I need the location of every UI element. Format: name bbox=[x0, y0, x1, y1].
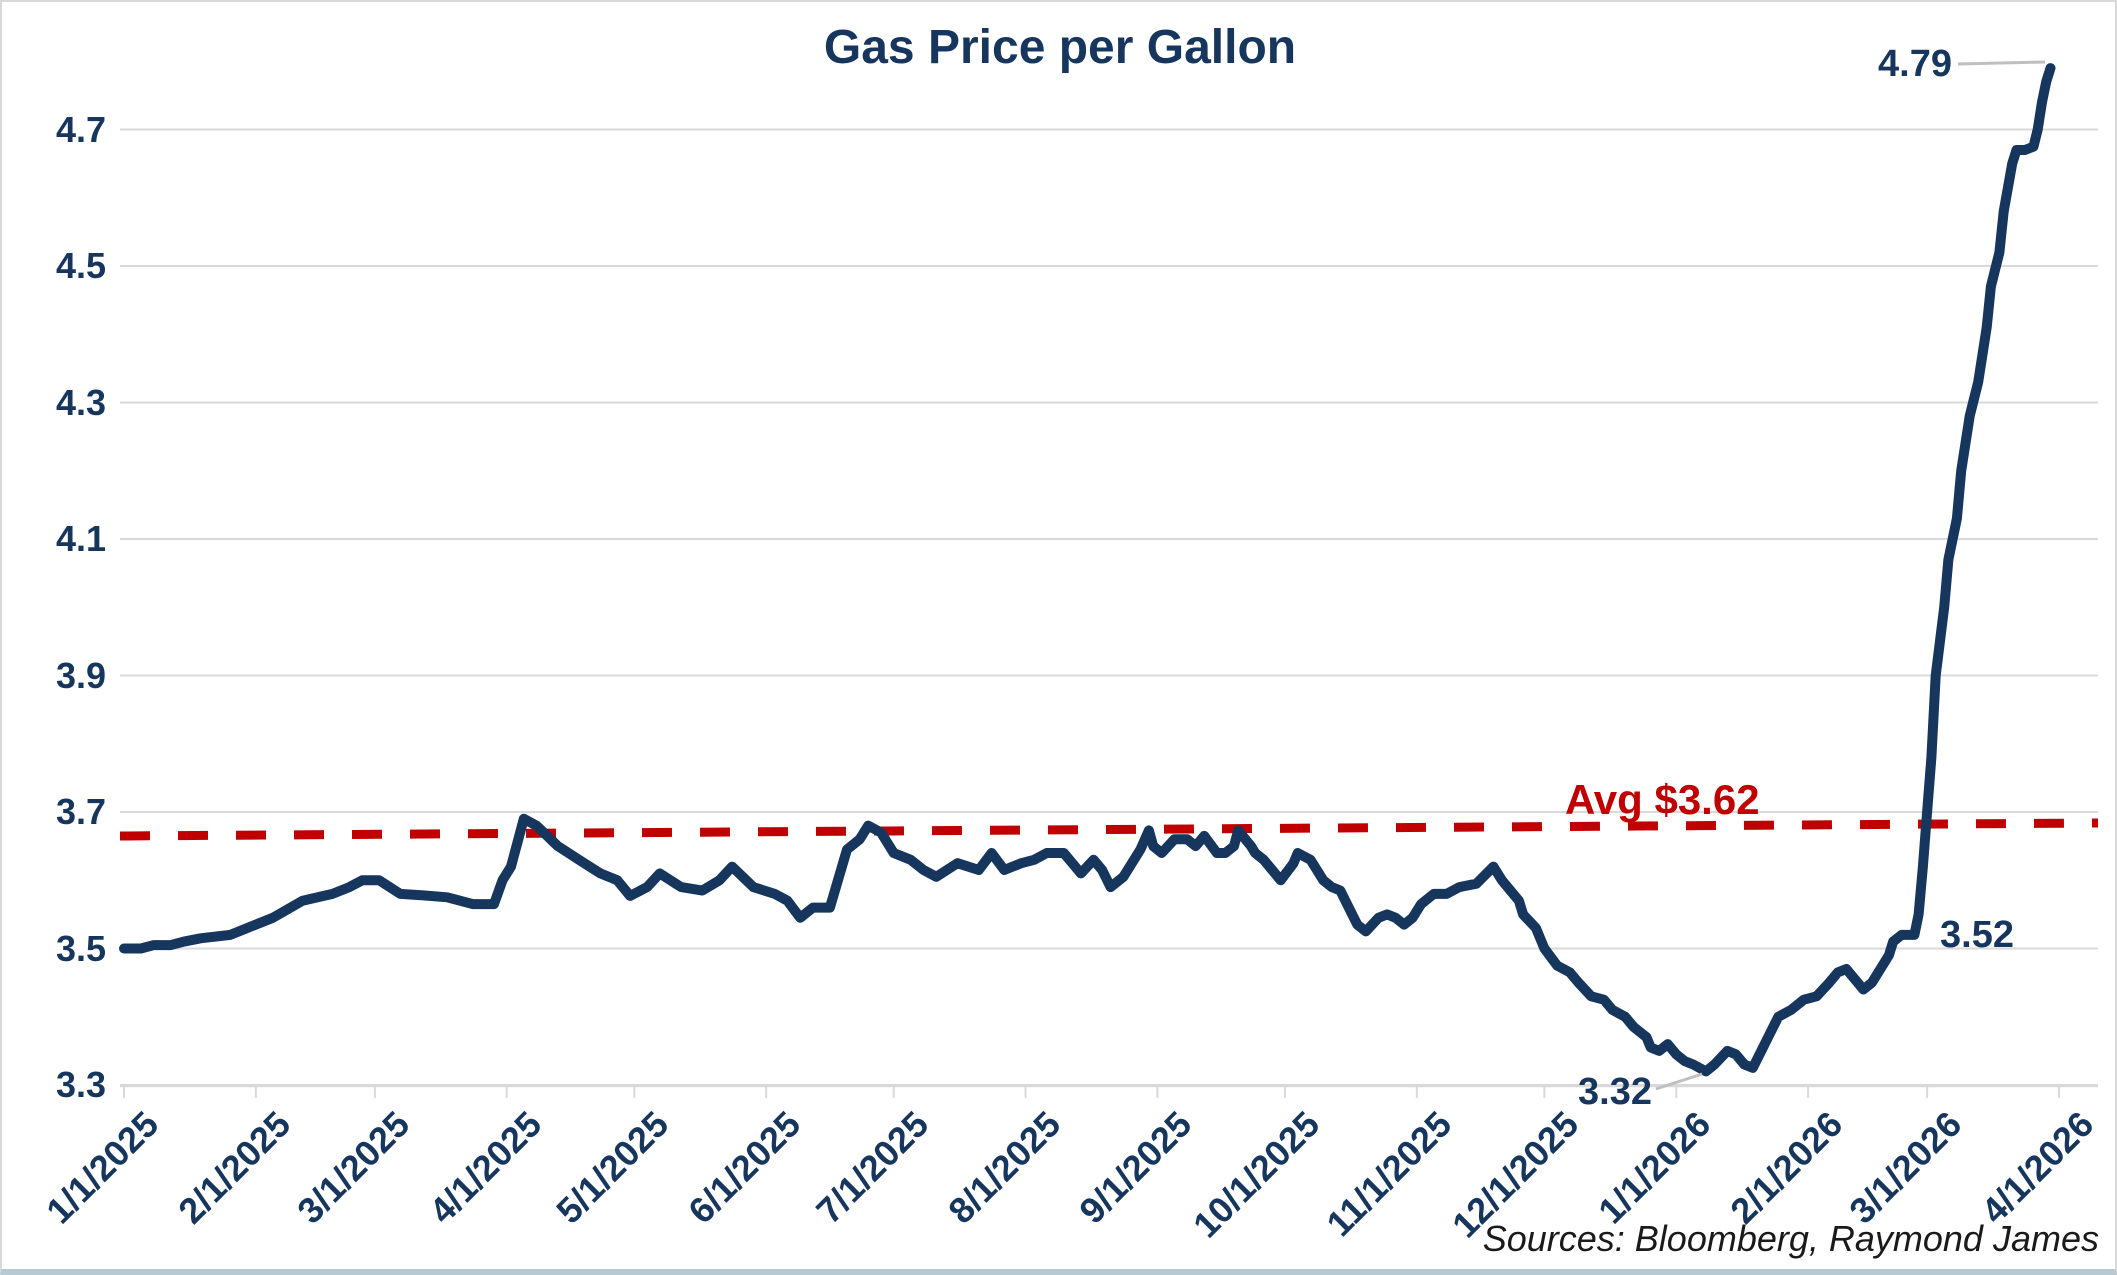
y-tick-label-3.9: 3.9 bbox=[55, 654, 106, 696]
price-line bbox=[119, 63, 2056, 1077]
y-tick-label-3.5: 3.5 bbox=[55, 927, 106, 969]
annotation-pre_spike: 3.52 bbox=[1940, 914, 2014, 956]
average-line bbox=[119, 818, 2099, 841]
annotation-peak: 4.79 bbox=[1878, 43, 1952, 85]
y-tick-label-3.7: 3.7 bbox=[55, 791, 106, 832]
y-tick-label-4.1: 4.1 bbox=[55, 518, 106, 559]
average-line-label: Avg $3.62 bbox=[1565, 776, 1760, 823]
chart-title: Gas Price per Gallon bbox=[823, 21, 1297, 74]
leader-line-peak bbox=[1957, 60, 2046, 66]
y-tick-label-4.7: 4.7 bbox=[55, 108, 106, 150]
leader-line-min bbox=[1655, 1072, 1703, 1091]
annotation-min: 3.32 bbox=[1578, 1071, 1652, 1113]
y-tick-label-3.3: 3.3 bbox=[55, 1064, 106, 1105]
y-tick-label-4.5: 4.5 bbox=[55, 245, 106, 286]
y-tick-label-4.3: 4.3 bbox=[55, 381, 106, 423]
source-note: Sources: Bloomberg, Raymond James bbox=[1482, 1218, 2099, 1259]
